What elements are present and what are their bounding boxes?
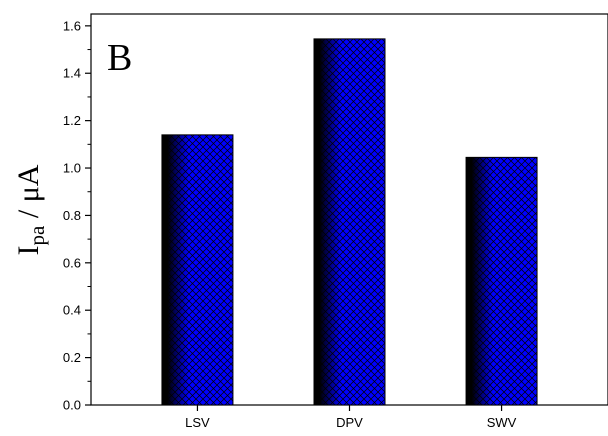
y-axis-title: Ipa / μA: [12, 164, 49, 255]
y-tick-label: 1.6: [63, 18, 81, 33]
bar-hatch-lsv: [161, 134, 233, 405]
bar-hatch-swv: [466, 157, 538, 405]
bar-hatch-dpv: [314, 38, 385, 406]
y-tick-label: 0.0: [63, 398, 81, 413]
y-tick-label: 1.4: [63, 66, 81, 81]
bars-group: [161, 38, 538, 406]
y-axis-title-subscript: pa: [25, 225, 49, 246]
y-axis-title-unit: / μA: [12, 164, 45, 225]
x-tick-label: DPV: [336, 415, 363, 430]
y-tick-label: 0.6: [63, 255, 81, 270]
y-tick-label: 1.2: [63, 113, 81, 128]
panel-label: B: [107, 37, 132, 79]
y-axis-ticks: 0.0 0.2 0.4 0.6 0.8 1.0 1.2 1.4 1.6: [63, 18, 91, 413]
x-axis-ticks: LSV DPV SWV: [185, 405, 517, 430]
x-tick-label: SWV: [487, 415, 517, 430]
x-tick-label: LSV: [185, 415, 210, 430]
y-tick-label: 0.2: [63, 350, 81, 365]
y-tick-label: 1.0: [63, 161, 81, 176]
y-tick-label: 0.4: [63, 303, 81, 318]
y-axis-title-main: I: [12, 245, 45, 255]
y-tick-label: 0.8: [63, 208, 81, 223]
